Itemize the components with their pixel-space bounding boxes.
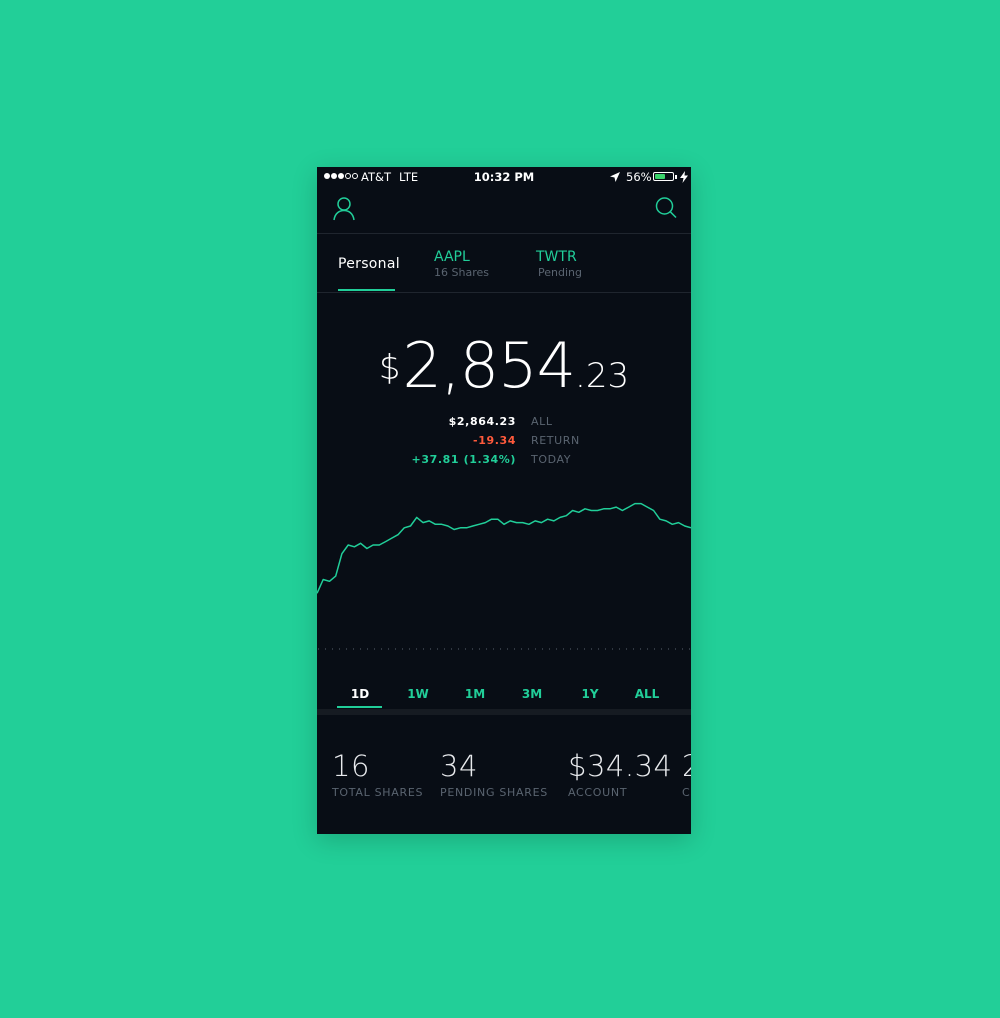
- metric-account: $34.34 ACCOUNT: [568, 749, 672, 799]
- portfolio-balance: $2,854.23: [317, 329, 691, 402]
- signal-dot: [345, 173, 351, 179]
- carrier-name: AT&T: [361, 170, 391, 184]
- portfolio-chart[interactable]: [317, 487, 691, 657]
- range-all[interactable]: ALL: [634, 687, 660, 701]
- metric-pending-shares: 34 PENDING SHARES: [440, 749, 548, 799]
- search-icon[interactable]: [653, 195, 679, 221]
- stat-label: RETURN: [531, 434, 580, 447]
- stat-row-all: $2,864.23 ALL: [317, 415, 691, 431]
- tab-aapl[interactable]: AAPL 16 Shares: [434, 234, 489, 292]
- signal-strength-icon: [324, 173, 358, 179]
- balance-dollars: 2,854: [402, 329, 576, 402]
- metric-value: $34.34: [568, 749, 673, 783]
- location-arrow-icon: [610, 172, 620, 182]
- range-1m[interactable]: 1M: [464, 687, 486, 701]
- tab-personal[interactable]: Personal: [338, 234, 400, 292]
- stat-value: -19.34: [473, 434, 516, 447]
- signal-dot: [331, 173, 337, 179]
- signal-dot: [338, 173, 344, 179]
- signal-dot: [352, 173, 358, 179]
- metric-label: ACCOUNT: [568, 786, 628, 799]
- tab-label: TWTR: [536, 249, 577, 265]
- stat-value: $2,864.23: [448, 415, 516, 428]
- balance-currency: $: [378, 348, 401, 388]
- portfolio-tabs: Personal AAPL 16 Shares TWTR Pending: [317, 234, 691, 293]
- user-icon[interactable]: [331, 195, 357, 221]
- time-range-selector: 1D 1W 1M 3M 1Y ALL: [317, 677, 691, 709]
- metric-value: 16: [332, 749, 370, 783]
- tab-label: AAPL: [434, 249, 470, 265]
- stat-value: +37.81 (1.34%): [411, 453, 516, 466]
- balance-cents: .23: [575, 356, 630, 396]
- range-1d[interactable]: 1D: [350, 687, 370, 701]
- metric-label: PENDING SHARES: [440, 786, 548, 799]
- stat-row-return: -19.34 RETURN: [317, 434, 691, 450]
- metric-value: 2: [682, 749, 691, 783]
- metric-label: TOTAL SHARES: [332, 786, 424, 799]
- tab-twtr[interactable]: TWTR Pending: [536, 234, 582, 292]
- signal-dot: [324, 173, 330, 179]
- battery-tip: [675, 175, 677, 179]
- active-range-indicator: [337, 706, 382, 708]
- tab-sublabel: 16 Shares: [434, 266, 489, 279]
- tab-sublabel: Pending: [538, 266, 582, 279]
- range-1w[interactable]: 1W: [407, 687, 429, 701]
- metric-total-shares: 16 TOTAL SHARES: [332, 749, 423, 799]
- metric-label: CO: [682, 786, 691, 799]
- top-nav: [317, 187, 691, 234]
- range-3m[interactable]: 3M: [521, 687, 543, 701]
- price-line: [317, 502, 691, 594]
- battery-level: [655, 174, 665, 179]
- metric-value: 34: [440, 749, 478, 783]
- battery-percent: 56%: [626, 170, 652, 184]
- stat-row-today: +37.81 (1.34%) TODAY: [317, 453, 691, 469]
- charging-bolt-icon: [680, 171, 688, 183]
- battery-icon: [653, 172, 674, 181]
- stat-label: ALL: [531, 415, 553, 428]
- app-screen: AT&T LTE 10:32 PM 56% Personal AAPL: [317, 167, 691, 834]
- clock: 10:32 PM: [473, 170, 535, 184]
- range-1y[interactable]: 1Y: [581, 687, 599, 701]
- section-divider: [317, 709, 691, 715]
- metric-partial: 2 CO: [682, 749, 691, 799]
- tab-label: Personal: [338, 256, 400, 272]
- network-type: LTE: [399, 170, 419, 184]
- stat-label: TODAY: [531, 453, 572, 466]
- status-bar: AT&T LTE 10:32 PM 56%: [317, 167, 691, 187]
- active-tab-indicator: [338, 289, 395, 291]
